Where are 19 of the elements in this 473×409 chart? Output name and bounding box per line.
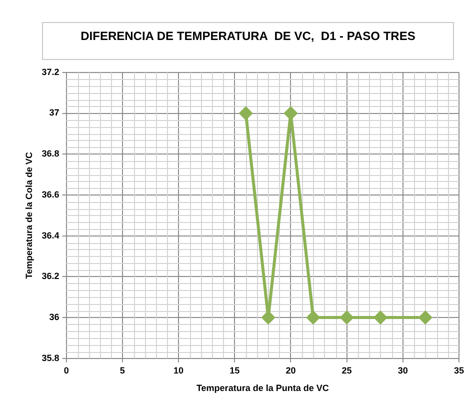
x-tick-label: 0	[64, 365, 69, 376]
y-tick-label: 36.4	[42, 230, 60, 240]
x-tick-label: 20	[286, 365, 296, 376]
y-tick-label: 36.2	[42, 271, 60, 282]
y-axis-title: Temperatura de la Cola de VC	[24, 151, 34, 279]
x-tick-label: 35	[454, 365, 464, 376]
y-tick-label: 35.8	[42, 352, 60, 363]
x-tick-label: 15	[230, 365, 240, 376]
y-tick-label: 36	[49, 312, 60, 322]
x-tick-label: 25	[342, 365, 352, 376]
y-tick-label: 36.8	[42, 148, 60, 159]
x-tick-label: 30	[398, 365, 408, 376]
x-tick-label: 10	[174, 365, 184, 376]
y-tick-label: 37	[49, 108, 60, 118]
y-tick-label: 36.6	[42, 189, 60, 200]
chart-title: DIFERENCIA DE TEMPERATURA DE VC, D1 - PASO TRES	[42, 22, 454, 60]
y-tick-label: 37.2	[42, 66, 60, 77]
x-tick-label: 5	[120, 365, 125, 376]
x-axis-title: Temperatura de la Punta de VC	[196, 383, 330, 394]
